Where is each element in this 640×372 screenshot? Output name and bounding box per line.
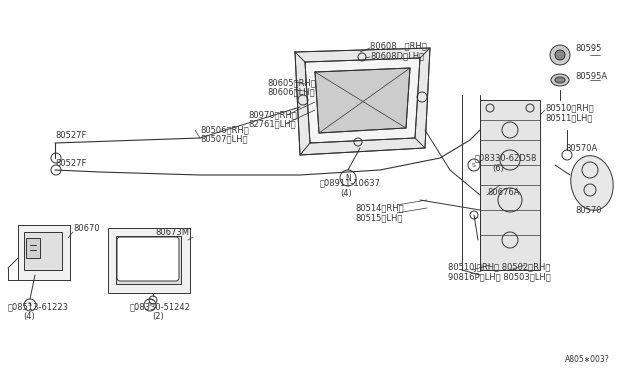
Text: N: N	[345, 173, 351, 183]
Text: 80527F: 80527F	[55, 158, 86, 167]
Polygon shape	[305, 58, 420, 143]
Text: Ⓝ08513-61223: Ⓝ08513-61223	[8, 302, 69, 311]
Text: 80511〈LH〉: 80511〈LH〉	[545, 113, 593, 122]
Text: 80670: 80670	[73, 224, 100, 232]
Text: 80595A: 80595A	[575, 71, 607, 80]
Text: (4): (4)	[340, 189, 352, 198]
Text: S: S	[148, 302, 152, 308]
Ellipse shape	[551, 74, 569, 86]
Text: ⓝ08911-10637: ⓝ08911-10637	[320, 179, 381, 187]
Text: 80595: 80595	[575, 44, 602, 52]
Bar	[24, 232, 62, 270]
Text: (4): (4)	[23, 312, 35, 321]
Bar	[108, 228, 190, 293]
Bar	[18, 225, 70, 280]
Text: A805∗003?: A805∗003?	[565, 356, 610, 365]
Text: 80514〈RH〉: 80514〈RH〉	[355, 203, 404, 212]
Text: 82761〈LH〉: 82761〈LH〉	[248, 119, 296, 128]
Text: 80570: 80570	[575, 205, 602, 215]
Text: 80608D〈LH〉: 80608D〈LH〉	[370, 51, 424, 61]
Ellipse shape	[555, 77, 565, 83]
Polygon shape	[315, 68, 410, 133]
Text: 80527F: 80527F	[55, 131, 86, 140]
Circle shape	[555, 50, 565, 60]
Circle shape	[550, 45, 570, 65]
Text: (2): (2)	[152, 312, 164, 321]
Text: 80510〈RH〉: 80510〈RH〉	[545, 103, 594, 112]
Text: (6): (6)	[492, 164, 504, 173]
Text: 80970〈RH〉: 80970〈RH〉	[248, 110, 297, 119]
Text: 80506〈RH〉: 80506〈RH〉	[200, 125, 249, 135]
Text: 80606〈LH〉: 80606〈LH〉	[267, 87, 315, 96]
Text: 80510J〈RH〉 80502〈RH〉: 80510J〈RH〉 80502〈RH〉	[448, 263, 550, 272]
Text: 80570A: 80570A	[565, 144, 597, 153]
Text: 80673M: 80673M	[155, 228, 189, 237]
Text: 80676A: 80676A	[487, 187, 520, 196]
Polygon shape	[295, 48, 430, 155]
Bar	[480, 100, 540, 270]
Text: S: S	[28, 302, 32, 308]
Text: Ⓝ08330-62D58: Ⓝ08330-62D58	[475, 154, 538, 163]
FancyBboxPatch shape	[117, 237, 179, 281]
Text: 80515〈LH〉: 80515〈LH〉	[355, 214, 403, 222]
Text: 90816P〈LH〉 80503〈LH〉: 90816P〈LH〉 80503〈LH〉	[448, 273, 551, 282]
Text: 80608   〈RH〉: 80608 〈RH〉	[370, 42, 427, 51]
Text: 80507〈LH〉: 80507〈LH〉	[200, 135, 248, 144]
Text: Ⓝ08330-51242: Ⓝ08330-51242	[130, 302, 191, 311]
Ellipse shape	[571, 155, 613, 210]
Bar	[116, 236, 181, 284]
Text: 80605〈RH〉: 80605〈RH〉	[267, 78, 316, 87]
Text: S: S	[472, 163, 476, 167]
Bar	[26, 238, 40, 258]
